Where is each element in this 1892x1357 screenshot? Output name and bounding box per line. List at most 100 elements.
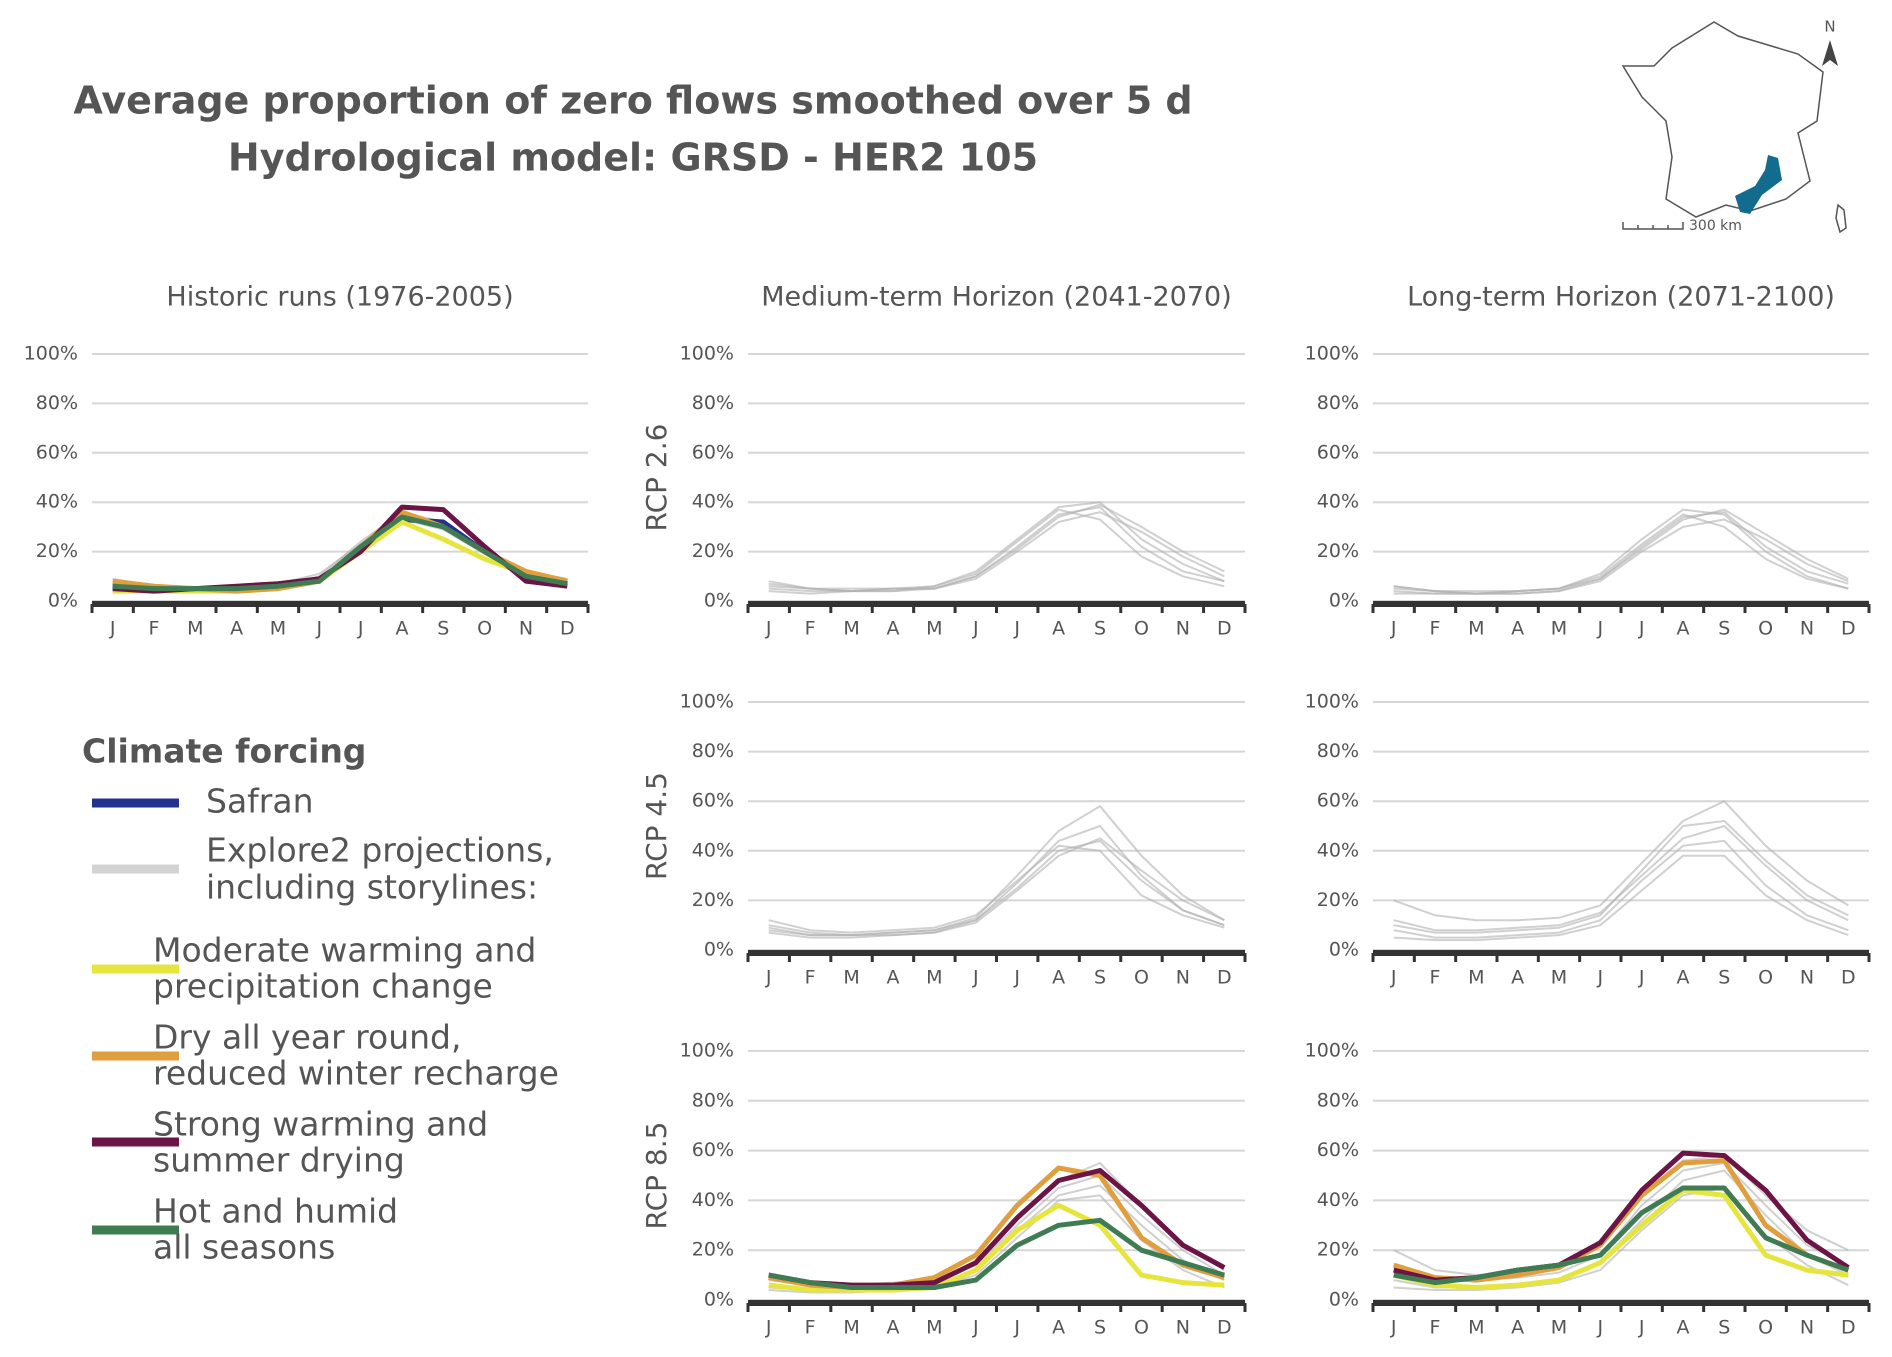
legend-label: all seasons: [153, 1228, 335, 1267]
series-line: [768, 506, 1225, 593]
x-tick-label: D: [1217, 1317, 1232, 1339]
scale-label: 300 km: [1689, 218, 1742, 234]
legend-label: precipitation change: [153, 967, 493, 1006]
panel-title: Long-term Horizon (2071-2100): [1407, 282, 1835, 313]
x-tick-label: D: [560, 618, 575, 640]
y-tick-label tick: 80%: [1317, 392, 1359, 414]
x-tick-label: M: [1468, 1317, 1484, 1339]
x-tick-label: F: [805, 618, 816, 640]
x-tick-label: A: [886, 1317, 899, 1339]
y-tick-label tick: 100%: [1305, 691, 1359, 713]
x-tick-label: D: [1217, 618, 1232, 640]
x-tick-label: J: [765, 1317, 772, 1339]
x-tick-label: M: [1468, 967, 1484, 989]
x-tick-label: F: [805, 1317, 816, 1339]
y-tick-label tick: 20%: [692, 889, 734, 911]
x-tick-label: J: [1013, 967, 1020, 989]
series-line: [768, 805, 1225, 937]
series-line: [1393, 1187, 1849, 1290]
series-line: [1393, 511, 1849, 595]
x-tick-label: J: [765, 967, 772, 989]
x-tick-label: O: [477, 618, 492, 640]
y-tick-label tick: 100%: [1305, 343, 1359, 365]
series-line: [768, 837, 1225, 939]
x-tick-label: S: [1718, 618, 1730, 640]
legend-label: summer drying: [153, 1141, 405, 1180]
series-line: [1393, 1185, 1850, 1286]
x-tick-label: N: [1176, 967, 1190, 989]
x-tick-label: F: [1430, 967, 1441, 989]
y-tick-label tick: 60%: [1317, 441, 1359, 463]
x-tick-label: O: [1758, 967, 1773, 989]
series-line: [768, 1162, 1225, 1289]
x-tick-label: S: [1718, 967, 1730, 989]
legend-label: including storylines:: [206, 868, 538, 907]
series-line: [768, 511, 1225, 590]
title: Average proportion of zero flows smoothe…: [73, 79, 1192, 123]
series-line: [1393, 825, 1849, 932]
series-line: [768, 503, 1225, 593]
legend-label: Hot and humid: [153, 1192, 398, 1231]
x-tick-label: J: [1013, 1317, 1020, 1339]
x-tick-label: D: [1217, 967, 1232, 989]
series-line: [1393, 800, 1849, 922]
series-line: [112, 504, 568, 594]
y-tick-label tick: 80%: [692, 1089, 734, 1111]
x-tick-label: A: [1511, 967, 1524, 989]
series-line: [768, 1217, 1226, 1290]
series-line: [112, 511, 568, 590]
y-tick-label tick: 80%: [36, 392, 78, 414]
x-tick-label: F: [1430, 618, 1441, 640]
y-axis-label: RCP 8.5: [640, 1122, 673, 1230]
y-tick-label tick: 40%: [1317, 491, 1359, 513]
y-tick-label tick: 80%: [1317, 740, 1359, 762]
x-tick-label: N: [1800, 1317, 1814, 1339]
x-tick-label: O: [1134, 618, 1149, 640]
scale-bar: [1622, 222, 1684, 230]
y-tick-label tick: 60%: [1317, 790, 1359, 812]
y-tick-label tick: 60%: [692, 441, 734, 463]
y-tick-label tick: 0%: [704, 1289, 734, 1311]
y-tick-label tick: 60%: [36, 441, 78, 463]
x-tick-label: N: [1176, 1317, 1190, 1339]
x-tick-label: D: [1841, 618, 1856, 640]
x-tick-label: J: [972, 1317, 979, 1339]
legend-label: Explore2 projections,: [206, 831, 554, 870]
x-tick-label: A: [1677, 618, 1690, 640]
series-line: [112, 514, 568, 592]
x-tick-label: N: [519, 618, 533, 640]
x-tick-label: M: [843, 618, 859, 640]
y-tick-label tick: 40%: [1317, 839, 1359, 861]
x-tick-label: A: [1677, 1317, 1690, 1339]
x-tick-label: F: [149, 618, 160, 640]
y-tick-label tick: 60%: [692, 1139, 734, 1161]
legend-label: Safran: [206, 782, 314, 821]
y-axis-label: RCP 4.5: [640, 772, 673, 880]
legend-label: reduced winter recharge: [153, 1054, 559, 1093]
x-tick-label: S: [1094, 618, 1106, 640]
x-tick-label: J: [357, 618, 364, 640]
y-tick-label tick: 20%: [692, 1239, 734, 1261]
y-tick-label tick: 100%: [680, 1040, 734, 1062]
y-tick-label tick: 80%: [1317, 1089, 1359, 1111]
y-tick-label tick: 0%: [48, 590, 78, 612]
x-tick-label: J: [765, 618, 772, 640]
map-region: [1735, 155, 1782, 214]
x-tick-label: J: [1638, 967, 1645, 989]
series-line: [1393, 820, 1849, 934]
x-tick-label: D: [1841, 967, 1856, 989]
series-line: [1393, 839, 1849, 939]
y-tick-label tick: 0%: [704, 590, 734, 612]
map-outline: [1621, 21, 1824, 218]
series-line: [112, 517, 568, 592]
x-tick-label: A: [1511, 618, 1524, 640]
panel-title: Medium-term Horizon (2041-2070): [761, 282, 1231, 313]
x-tick-label: A: [886, 618, 899, 640]
x-tick-label: A: [1052, 618, 1065, 640]
x-tick-label: O: [1134, 1317, 1149, 1339]
legend-label: Strong warming and: [153, 1105, 488, 1144]
x-tick-label: M: [1468, 618, 1484, 640]
legend-title: Climate forcing: [82, 732, 366, 771]
y-tick-label tick: 40%: [36, 491, 78, 513]
y-tick-label tick: 20%: [1317, 1239, 1359, 1261]
